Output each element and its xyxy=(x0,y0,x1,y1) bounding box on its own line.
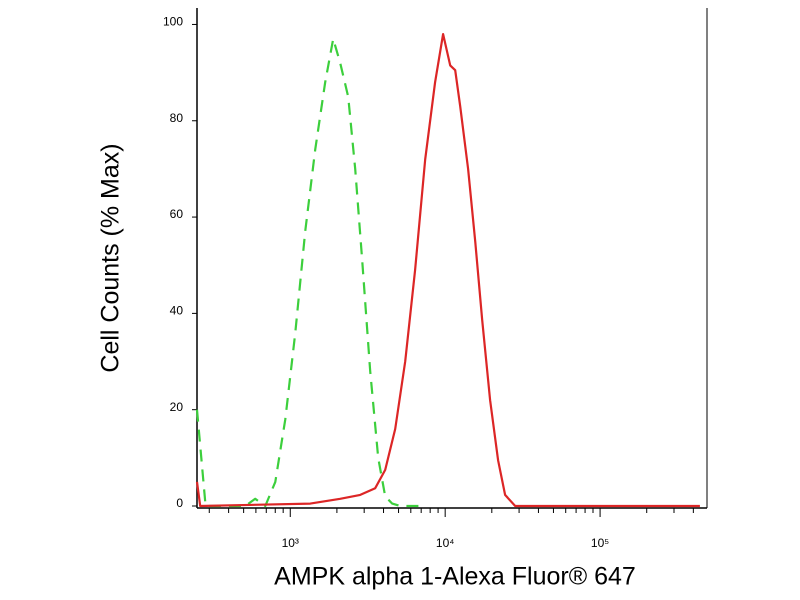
x-tick-label: 10⁴ xyxy=(436,536,455,550)
y-tick-label: 60 xyxy=(170,207,184,221)
x-tick-label: 10⁵ xyxy=(591,536,609,550)
series-line xyxy=(195,37,421,508)
y-tick-label: 20 xyxy=(170,400,184,414)
y-tick-label: 80 xyxy=(170,111,184,125)
y-tick-label: 100 xyxy=(163,15,183,29)
x-axis-title: AMPK alpha 1-Alexa Fluor® 647 xyxy=(274,563,636,591)
series-line xyxy=(195,33,700,508)
y-axis-title: Cell Counts (% Max) xyxy=(97,143,125,372)
y-tick-label: 40 xyxy=(170,304,184,318)
x-tick-label: 10³ xyxy=(282,536,299,550)
y-tick-label: 0 xyxy=(176,496,183,510)
